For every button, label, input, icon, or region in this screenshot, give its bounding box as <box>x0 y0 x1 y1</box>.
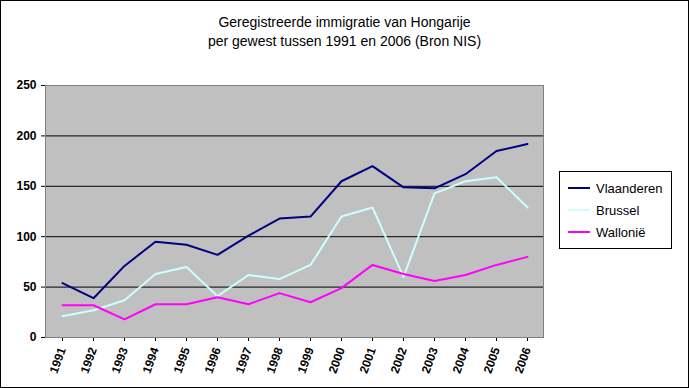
html-text:Wallonië: Wallonië <box>596 224 646 240</box>
svg-text:150: 150 <box>16 179 36 193</box>
svg-text:50: 50 <box>23 280 37 294</box>
svg-text:100: 100 <box>16 230 36 244</box>
svg-text:1993: 1993 <box>109 345 131 375</box>
svg-text:2005: 2005 <box>481 345 503 375</box>
svg-text:1996: 1996 <box>202 345 224 375</box>
svg-text:1997: 1997 <box>233 345 255 375</box>
svg-text:2000: 2000 <box>326 345 348 375</box>
svg-text:2004: 2004 <box>450 345 472 375</box>
svg-text:0: 0 <box>30 330 37 344</box>
svg-text:1995: 1995 <box>171 345 193 375</box>
html-text:Geregistreerde immigratie van: Geregistreerde immigratie van Hongarije <box>218 14 471 30</box>
svg-text:1999: 1999 <box>295 345 317 375</box>
svg-text:2002: 2002 <box>388 345 410 375</box>
html-text:per gewest tussen 1991 en 2006: per gewest tussen 1991 en 2006 (Bron NIS… <box>207 33 482 49</box>
html-text:Brussel: Brussel <box>596 202 640 218</box>
svg-text:1994: 1994 <box>140 345 162 375</box>
svg-text:1991: 1991 <box>47 345 69 375</box>
svg-text:2006: 2006 <box>512 345 534 375</box>
svg-text:2001: 2001 <box>357 345 379 375</box>
svg-text:250: 250 <box>16 78 36 92</box>
svg-text:1998: 1998 <box>264 345 286 375</box>
svg-text:1992: 1992 <box>78 345 100 375</box>
html-text:Vlaanderen: Vlaanderen <box>596 180 663 196</box>
svg-text:2003: 2003 <box>419 345 441 375</box>
svg-text:200: 200 <box>16 129 36 143</box>
